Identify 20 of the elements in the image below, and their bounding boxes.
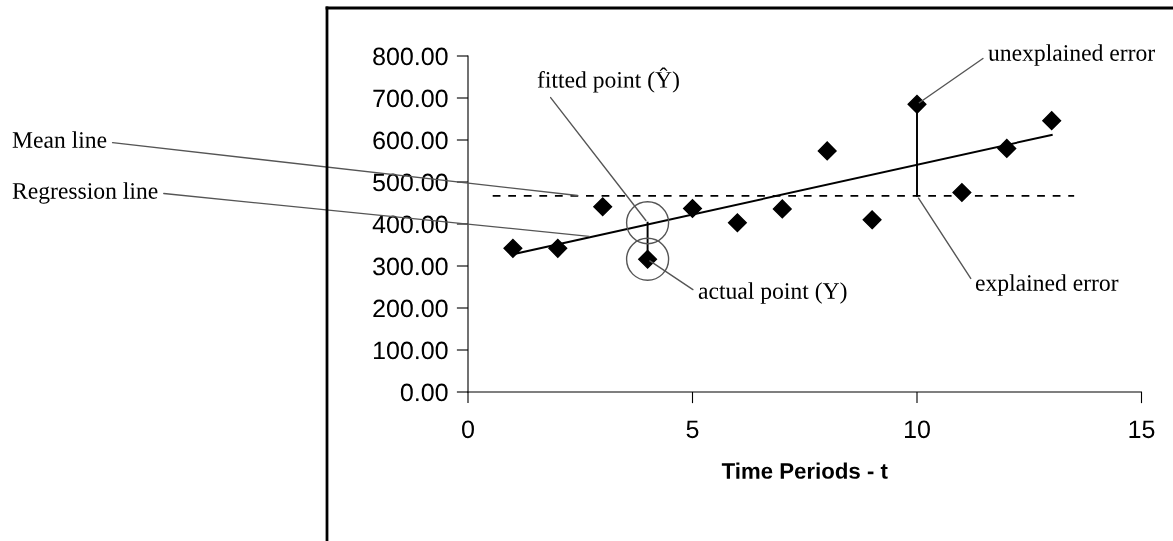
annotation: Regression line <box>12 182 158 204</box>
annotation: explained error <box>975 274 1119 296</box>
x-tick-label: 5 <box>686 420 699 439</box>
y-tick-label: 500.00 <box>373 173 448 192</box>
x-tick-label: 15 <box>1129 420 1155 439</box>
y-tick-label: 600.00 <box>373 131 448 150</box>
y-tick-label: 300.00 <box>373 257 448 276</box>
y-tick-label: 700.00 <box>373 89 448 108</box>
x-axis-title: Time Periods - t <box>721 462 888 479</box>
y-tick-label: 0.00 <box>400 383 448 402</box>
annotation: Mean line <box>12 131 107 148</box>
annotation: actual point (Y) <box>698 282 847 304</box>
y-tick-label: 400.00 <box>372 215 448 234</box>
annotation: unexplained error <box>988 44 1155 66</box>
x-tick-label: 0 <box>462 420 474 439</box>
y-tick-label: 100.00 <box>374 341 448 360</box>
x-tick-label: 10 <box>905 420 930 439</box>
annotation: fitted point (Ŷ) <box>537 67 679 93</box>
y-tick-label: 200.00 <box>373 299 448 318</box>
y-tick-label: 800.00 <box>373 47 448 66</box>
